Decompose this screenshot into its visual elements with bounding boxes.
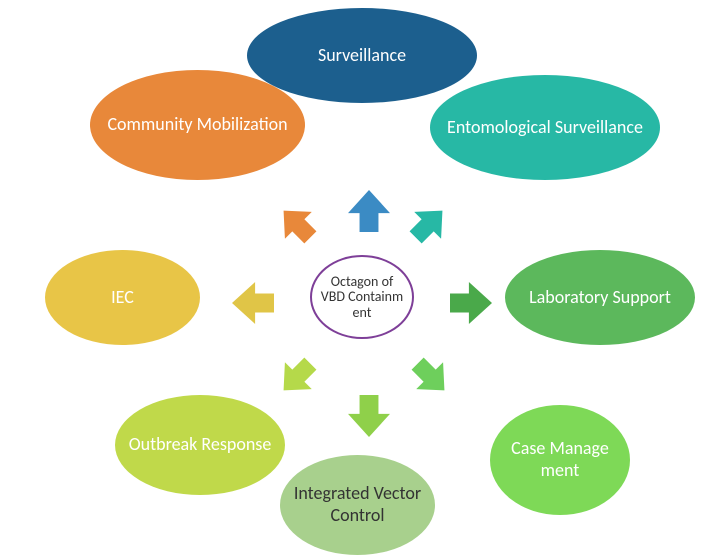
- node-label: Laboratory Support: [519, 287, 681, 309]
- arrow-up-right: [410, 205, 448, 243]
- node-laboratory: Laboratory Support: [505, 250, 695, 345]
- center-label: Octagon of VBD Containm ent: [312, 274, 412, 320]
- node-label: Surveillance: [308, 45, 416, 67]
- node-entomological: Entomological Surveillance: [430, 75, 660, 180]
- node-ivc: Integrated Vector Control: [280, 455, 435, 555]
- arrow-left: [232, 282, 274, 324]
- arrow-up: [348, 190, 390, 232]
- node-community: Community Mobilization: [90, 70, 305, 180]
- arrow-right: [450, 282, 492, 324]
- node-label: Integrated Vector Control: [280, 483, 435, 526]
- center-node: Octagon of VBD Containm ent: [310, 255, 414, 339]
- node-label: Entomological Surveillance: [437, 117, 653, 139]
- node-label: Community Mobilization: [97, 114, 297, 136]
- arrow-down-left: [278, 358, 316, 396]
- node-label: Case Manage ment: [490, 438, 630, 481]
- node-label: Outbreak Response: [119, 434, 282, 456]
- node-case-mgmt: Case Manage ment: [490, 405, 630, 515]
- node-outbreak: Outbreak Response: [115, 395, 285, 495]
- arrow-down: [348, 395, 390, 437]
- node-label: IEC: [101, 287, 144, 309]
- node-surveillance: Surveillance: [247, 8, 477, 103]
- arrow-down-right: [412, 358, 450, 396]
- node-iec: IEC: [45, 250, 200, 345]
- arrow-up-left: [278, 205, 316, 243]
